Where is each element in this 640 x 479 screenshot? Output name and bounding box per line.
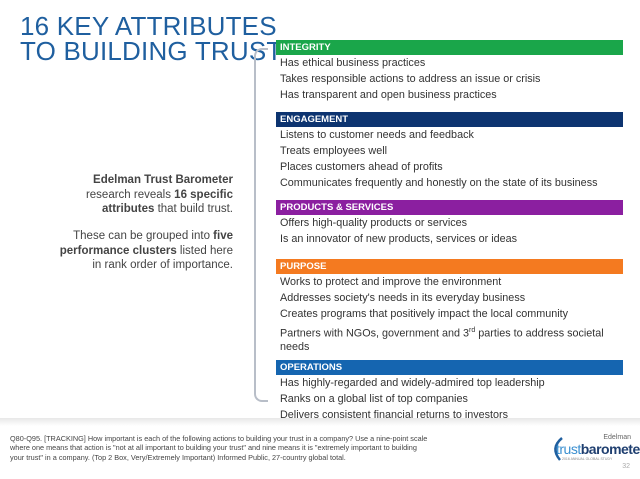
footnote: Q80-Q95. [TRACKING] How important is eac… [10,434,428,462]
cluster-purpose: PURPOSE Works to protect and improve the … [276,259,623,354]
intro-text: listed here in rank order of importance. [92,244,233,272]
attribute-item: Takes responsible actions to address an … [280,73,541,85]
intro-paragraph-1: Edelman Trust Barometer research reveals … [33,173,233,217]
cluster-header: PURPOSE [276,259,623,274]
attribute-item: Ranks on a global list of top companies [280,393,468,405]
intro-brand: Edelman Trust Barometer [93,174,233,186]
intro-text: that build trust. [154,203,233,215]
attribute-item: Offers high-quality products or services [280,217,468,229]
footer-divider [0,418,640,426]
page-number: 32 [622,463,630,470]
attribute-item: Addresses society's needs in its everyda… [280,292,526,304]
page-title: 16 KEY ATTRIBUTES TO BUILDING TRUST [20,11,283,66]
intro-paragraph-2: These can be grouped into five performan… [53,229,233,273]
attribute-item: Listens to customer needs and feedback [280,129,474,141]
logo-name-a: trust [556,441,581,457]
attribute-item: Treats employees well [280,145,388,157]
logo-swoosh-icon [554,437,563,461]
cluster-engagement: ENGAGEMENT Listens to customer needs and … [276,112,623,190]
intro-emphasis: five performance clusters [59,230,233,257]
intro-emphasis: 16 specific attributes [101,188,233,216]
cluster-products-services: PRODUCTS & SERVICES Offers high-quality p… [276,200,623,247]
intro-text: research reveals [85,188,175,201]
title-line-1: 16 KEY ATTRIBUTES [20,11,277,41]
cluster-header: PRODUCTS & SERVICES [276,200,623,215]
attribute-item: Places customers ahead of profits [280,161,443,173]
attribute-item: Has highly-regarded and widely-admired t… [280,377,545,389]
attribute-item: Has ethical business practices [280,57,426,69]
cluster-header: OPERATIONS [276,360,623,375]
bracket-divider [254,48,268,402]
cluster-integrity: INTEGRITY Has ethical business practices T… [276,40,623,103]
logo-brand: Edelman [603,434,631,441]
intro-text: These can be grouped into [73,230,214,242]
title-line-2: TO BUILDING TRUST [20,36,283,66]
attribute-item: Is an innovator of new products, service… [280,233,518,245]
cluster-operations: OPERATIONS Has highly-regarded and widely… [276,360,623,423]
attribute-item: Communicates frequently and honestly on … [280,177,598,189]
logo-name-b: barometer [580,441,640,457]
attribute-item: Has transparent and open business practi… [280,89,497,101]
logo-subtitle: 2016 ANNUAL GLOBAL STUDY [562,457,613,461]
attribute-item: Creates programs that positively impact … [280,308,569,320]
cluster-header: ENGAGEMENT [276,112,623,127]
cluster-header: INTEGRITY [276,40,623,55]
attribute-item: Works to protect and improve the environ… [280,276,502,288]
attribute-item: Partners with NGOs, government and 3rd p… [280,327,604,353]
edelman-trust-barometer-logo: Edelman trustbarometer 2016 ANNUAL GLOBA… [548,434,640,464]
